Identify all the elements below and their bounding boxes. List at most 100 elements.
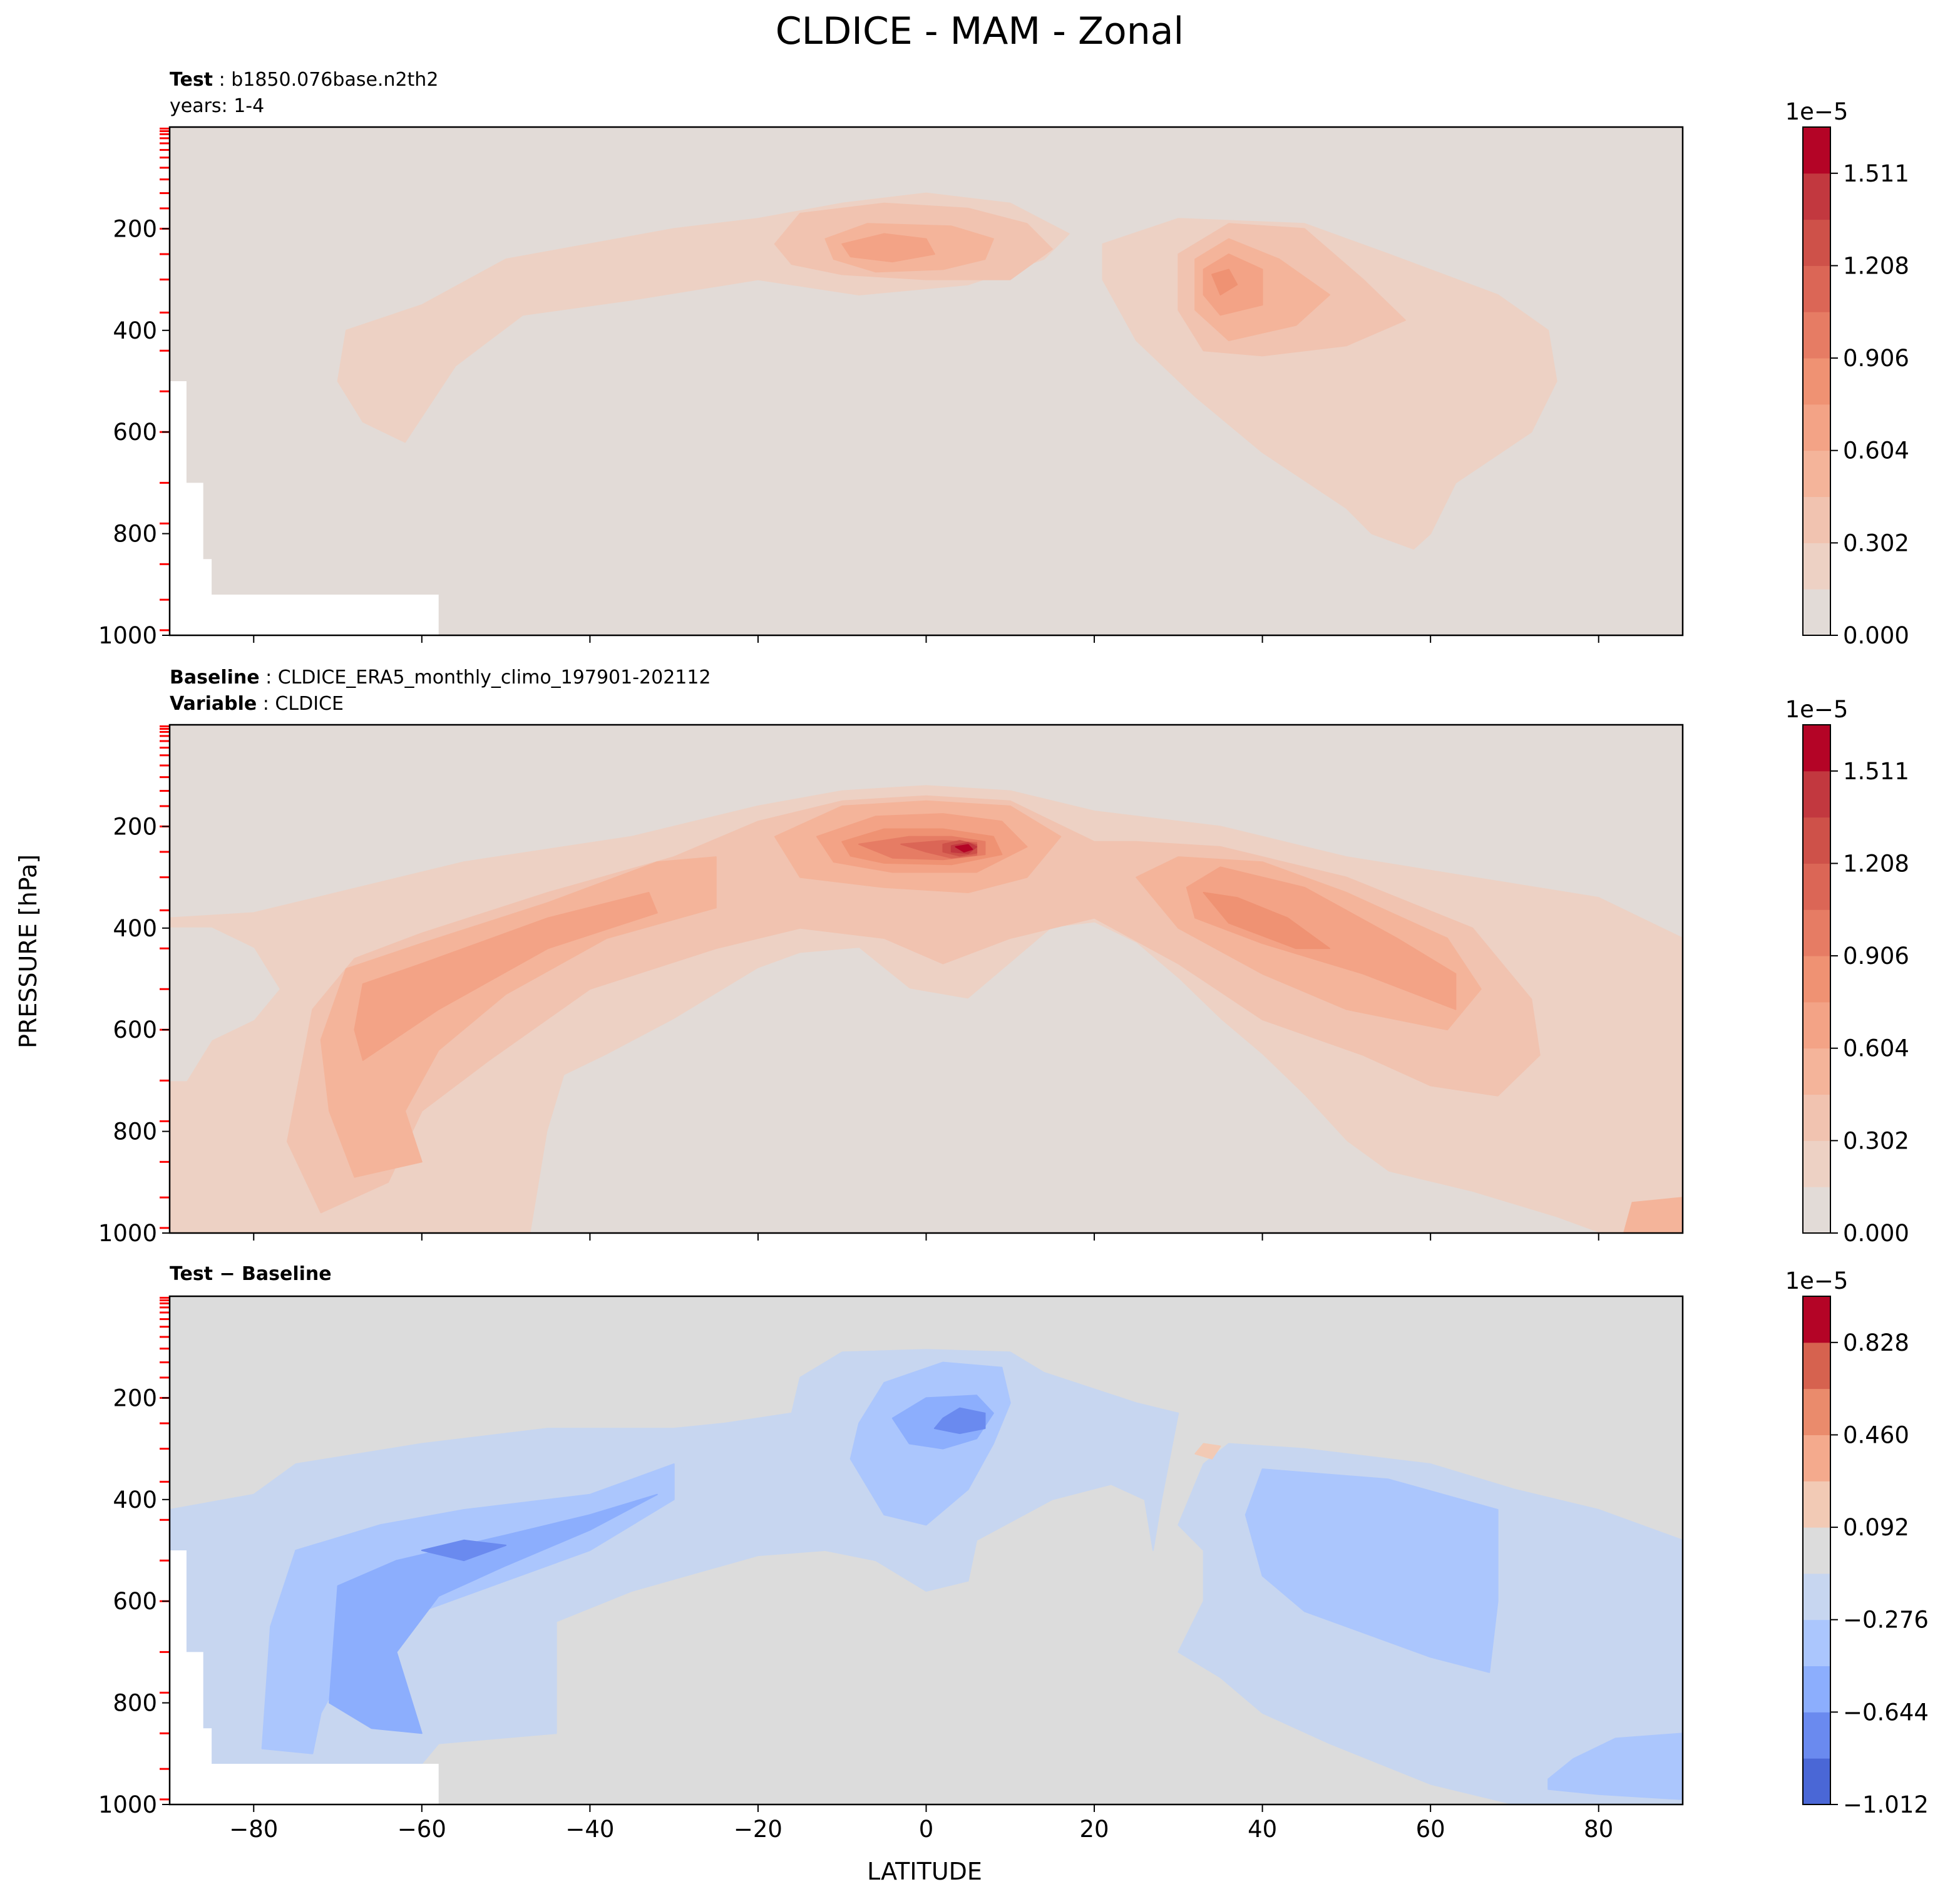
contour-level-3 — [1623, 1197, 1683, 1233]
colorbar-segment — [1803, 1001, 1830, 1049]
x-tick-label: −60 — [398, 1816, 446, 1843]
colorbar-segment — [1803, 1481, 1830, 1528]
contour-level-1 — [421, 1539, 507, 1562]
colorbar-segment — [1803, 1435, 1830, 1482]
colorbar-segment — [1803, 450, 1830, 498]
contour-field — [170, 1296, 1683, 1804]
y-tick-label: 600 — [113, 1016, 157, 1043]
colorbar-tick-label: 0.092 — [1843, 1514, 1909, 1541]
panel-info-line: Baseline : CLDICE_ERA5_monthly_climo_197… — [170, 667, 711, 688]
missing-data-region — [170, 381, 439, 635]
y-tick-label: 200 — [113, 813, 157, 840]
contour-level-4 — [354, 892, 658, 1061]
panel-info-label: Variable — [170, 693, 257, 715]
colorbar-segment — [1803, 358, 1830, 405]
colorbar-segment — [1803, 956, 1830, 1003]
y-tick-label: 400 — [113, 1487, 157, 1513]
colorbar-segment — [1803, 219, 1830, 266]
x-tick-label: −20 — [734, 1816, 782, 1843]
contour-level-0 — [170, 927, 280, 1082]
colorbar-tick-label: 0.906 — [1843, 345, 1909, 372]
contour-level-1 — [933, 1407, 986, 1435]
colorbar-tick-label: 0.604 — [1843, 1035, 1909, 1062]
colorbar-tick-label: 0.460 — [1843, 1421, 1909, 1448]
contour-level-3 — [1244, 1468, 1499, 1673]
colorbar-segment — [1803, 589, 1830, 636]
colorbar-baseline: 0.000 0.302 0.604 0.906 1.208 1.511 1e−5 — [1785, 696, 1909, 1247]
colorbar-segment — [1803, 265, 1830, 312]
colorbar-exponent: 1e−5 — [1785, 1267, 1849, 1294]
panel-info-line: Test − Baseline — [170, 1263, 332, 1285]
colorbar-segment — [1803, 1712, 1830, 1759]
colorbar-segment — [1803, 1758, 1830, 1805]
colorbar-tick-label: 0.828 — [1843, 1329, 1909, 1356]
colorbar-exponent: 1e−5 — [1785, 98, 1849, 125]
x-tick-label: −80 — [229, 1816, 278, 1843]
panel-baseline: 200 400 600 800 1000 Baseline : CLDICE_ERA5_m… — [98, 667, 1909, 1247]
colorbar-tick-label: 0.000 — [1843, 622, 1909, 649]
colorbar-segment — [1803, 496, 1830, 543]
colorbar-segment — [1803, 1619, 1830, 1667]
y-tick-label: 1000 — [98, 1220, 157, 1247]
y-tick-label: 800 — [113, 1690, 157, 1717]
colorbar-segment — [1803, 1527, 1830, 1574]
colorbar-segment — [1803, 1094, 1830, 1141]
contour-level-2 — [329, 1493, 658, 1734]
colorbar-tick-label: 0.302 — [1843, 1127, 1909, 1154]
colorbar-tick-label: −0.276 — [1843, 1607, 1929, 1634]
colorbar-segment — [1803, 1342, 1830, 1390]
colorbar-tick-label: 1.208 — [1843, 850, 1909, 877]
panel-test: 200 400 600 800 1000 Test : b1850.076base.n2t… — [98, 69, 1909, 649]
panel-info-value: : CLDICE — [257, 693, 344, 715]
contour-level-0 — [530, 922, 1599, 1233]
colorbar-tick-label: 0.906 — [1843, 943, 1909, 970]
y-tick-label: 1000 — [98, 622, 157, 649]
contour-field — [170, 725, 1683, 1233]
contour-level-3 — [1547, 1733, 1683, 1800]
colorbar-exponent: 1e−5 — [1785, 696, 1849, 723]
y-tick-label: 800 — [113, 1118, 157, 1145]
colorbar-segment — [1803, 173, 1830, 220]
panel-info-line: Test : b1850.076base.n2th2 — [170, 69, 438, 91]
colorbar-tick-label: 0.302 — [1843, 530, 1909, 556]
y-tick-label: 600 — [113, 1588, 157, 1615]
y-tick-label: 1000 — [98, 1791, 157, 1818]
colorbar-difference: −1.012 −0.644 −0.276 0.092 0.460 0.828 1e−5 — [1785, 1267, 1929, 1818]
colorbar-frame — [1802, 724, 1831, 1234]
panel-info-value: years: 1-4 — [170, 95, 264, 117]
x-tick-label: 40 — [1248, 1816, 1277, 1843]
contour-field — [170, 127, 1683, 635]
y-tick-label: 800 — [113, 521, 157, 548]
contour-level-10 — [955, 844, 973, 852]
panel-info-label: Test — [170, 69, 213, 91]
panel-info-label: Test − Baseline — [170, 1263, 332, 1285]
y-tick-label: 400 — [113, 317, 157, 344]
figure-title: CLDICE - MAM - Zonal — [776, 9, 1184, 53]
colorbar-segment — [1803, 543, 1830, 590]
colorbar-segment — [1803, 1187, 1830, 1234]
colorbar-segment — [1803, 1573, 1830, 1620]
colorbar-segment — [1803, 1296, 1830, 1343]
colorbar-segment — [1803, 817, 1830, 864]
y-tick-label: 200 — [113, 1385, 157, 1411]
y-tick-label: 200 — [113, 215, 157, 242]
colorbar-segment — [1803, 770, 1830, 818]
colorbar-tick-label: −1.012 — [1843, 1791, 1929, 1818]
panel-info-line: years: 1-4 — [170, 95, 264, 117]
colorbar-segment — [1803, 1388, 1830, 1435]
x-tick-label: 20 — [1080, 1816, 1109, 1843]
contour-level-5 — [1211, 269, 1238, 295]
colorbar-segment — [1803, 1140, 1830, 1187]
colorbar-test: 0.000 0.302 0.604 0.906 1.208 1.511 1e−5 — [1785, 98, 1909, 649]
colorbar-segment — [1803, 863, 1830, 910]
colorbar-frame — [1802, 1296, 1831, 1805]
colorbar-segment — [1803, 404, 1830, 451]
y-axis-label: PRESSURE [hPa] — [14, 854, 42, 1048]
colorbar-tick-label: 1.208 — [1843, 252, 1909, 279]
x-tick-label: 80 — [1584, 1816, 1613, 1843]
contour-level-4 — [841, 233, 935, 263]
missing-data-region — [170, 1550, 439, 1804]
colorbar-segment — [1803, 312, 1830, 359]
colorbar-tick-label: 0.604 — [1843, 438, 1909, 464]
contour-level-5 — [1203, 892, 1330, 950]
